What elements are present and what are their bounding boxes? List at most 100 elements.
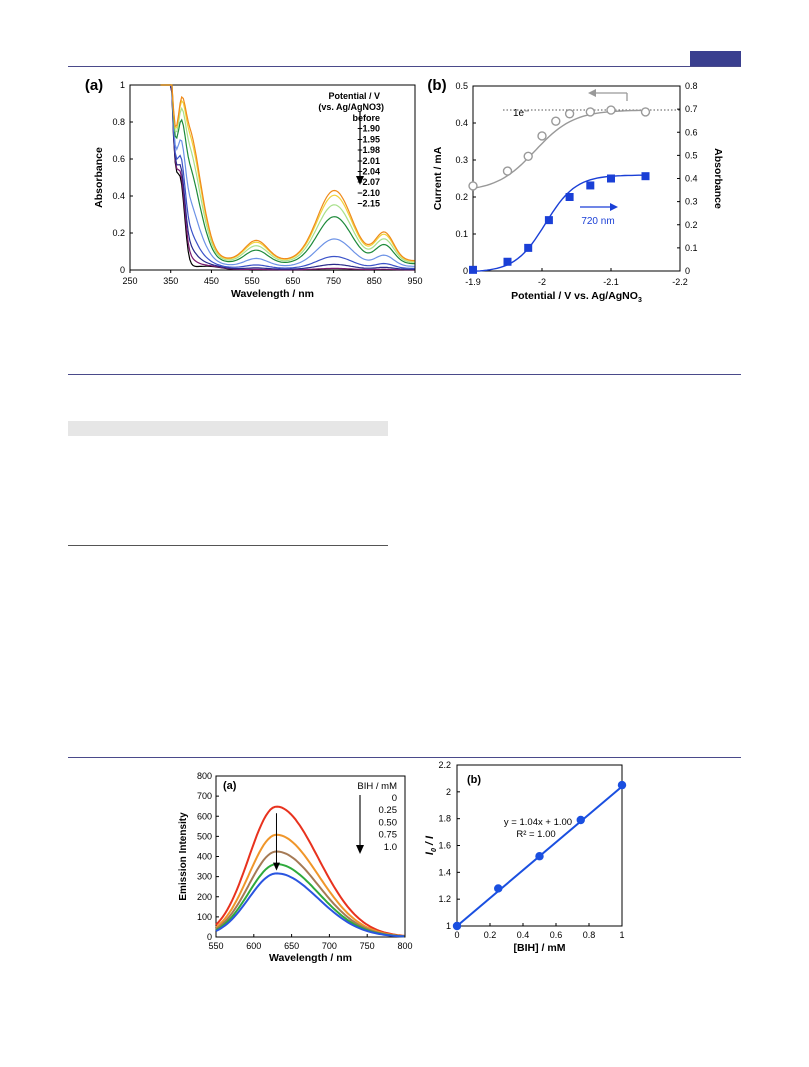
current-point bbox=[606, 105, 616, 115]
x-tick-label: -1.9 bbox=[465, 277, 481, 287]
absorbance-point bbox=[503, 257, 512, 266]
data-point bbox=[617, 780, 627, 790]
wavelength-label: 720 nm bbox=[581, 216, 614, 227]
x-tick-label: -2.1 bbox=[603, 277, 619, 287]
absorbance-spectra-chart: 250 350 450 550 650 750 850 950 0 0.2 0.4 0.6 0.8 1 Wa… bbox=[85, 77, 423, 300]
emission-line bbox=[215, 805, 405, 937]
absorbance-point bbox=[607, 174, 615, 183]
stern-volmer-chart: 0 0.2 0.4 0.6 0.8 1 1 1.2 1.4 1.6 1.8 2 2.2 [BIH] / m… bbox=[424, 760, 627, 954]
legend-entry: 0.75 bbox=[379, 830, 398, 841]
current-point bbox=[564, 109, 575, 119]
legend-entry: −1.98 bbox=[357, 145, 380, 155]
quench-arrow-head bbox=[272, 862, 280, 871]
y-tick-label: 600 bbox=[197, 811, 212, 821]
y-tick-label: 0.2 bbox=[112, 228, 125, 238]
y-left-tick-label: 0.3 bbox=[455, 155, 468, 165]
top-rule bbox=[68, 66, 741, 67]
y-tick-label: 400 bbox=[197, 852, 212, 862]
absorbance-point bbox=[544, 216, 553, 225]
x-axis-label: Potential / V vs. Ag/AgNO3 bbox=[511, 290, 642, 304]
y-axis-label: I0 / I bbox=[424, 835, 438, 855]
legend-entry: 0.50 bbox=[379, 817, 398, 828]
x-tick-label: 600 bbox=[246, 941, 261, 951]
emission-spectra-chart: 550 600 650 700 750 800 0 100 200 300 400 500 600 700… bbox=[178, 771, 413, 964]
y-axis-label-rest: / I bbox=[424, 835, 436, 848]
y-tick-label: 0 bbox=[120, 265, 125, 275]
y-right-tick-label: 0.2 bbox=[685, 220, 698, 230]
x-tick-label: 550 bbox=[245, 276, 260, 286]
x-tick-label: 450 bbox=[204, 276, 219, 286]
y-tick-label: 0 bbox=[207, 932, 212, 942]
y-tick-label: 0.4 bbox=[112, 191, 125, 201]
legend-title: Potential / V bbox=[328, 91, 380, 101]
legend-entry: 0.25 bbox=[379, 805, 398, 816]
current-point bbox=[585, 107, 596, 117]
spectrum-line bbox=[160, 84, 415, 262]
x-tick-label: 750 bbox=[326, 276, 341, 286]
caption-bar bbox=[68, 421, 388, 436]
y-left-tick-label: 0.1 bbox=[455, 229, 468, 239]
fit-equation: y = 1.04x + 1.00 bbox=[504, 817, 572, 828]
current-point bbox=[523, 151, 533, 162]
legend-title: BIH / mM bbox=[357, 781, 397, 792]
x-axis-label: Wavelength / nm bbox=[231, 288, 314, 300]
absorbance-fit-line bbox=[472, 174, 646, 272]
current-fit-line bbox=[472, 109, 646, 189]
y-left-tick-label: 0 bbox=[463, 266, 468, 276]
y-right-tick-label: 0.6 bbox=[685, 127, 698, 137]
y-tick-label: 2.2 bbox=[438, 760, 451, 770]
absorbance-point bbox=[641, 172, 650, 181]
y-tick-label: 1.2 bbox=[438, 894, 451, 904]
middle-rule bbox=[68, 374, 741, 375]
spectrum-line bbox=[160, 84, 415, 262]
y-right-tick-label: 0.5 bbox=[685, 150, 698, 160]
y-left-axis-label: Current / mA bbox=[432, 146, 444, 210]
y-right-axis-label: Absorbance bbox=[712, 148, 724, 209]
absorbance-arrow-head bbox=[610, 203, 618, 211]
y-right-tick-label: 0.3 bbox=[685, 197, 698, 207]
panel-label-a2: (a) bbox=[223, 780, 237, 792]
y-axis-label: Absorbance bbox=[93, 147, 105, 208]
spectrum-line bbox=[160, 84, 415, 269]
x-tick-label: -2.2 bbox=[672, 277, 688, 287]
current-point bbox=[640, 107, 651, 117]
y-tick-label: 100 bbox=[197, 912, 212, 922]
current-point bbox=[468, 181, 478, 191]
y-tick-label: 200 bbox=[197, 892, 212, 902]
panel-label-a: (a) bbox=[85, 77, 103, 94]
legend-entry: −2.04 bbox=[357, 167, 380, 177]
legend-arrow-head bbox=[356, 176, 364, 185]
y-tick-label: 700 bbox=[197, 791, 212, 801]
y-right-tick-label: 0 bbox=[685, 266, 690, 276]
plot-frame bbox=[456, 764, 623, 927]
data-point bbox=[535, 852, 544, 861]
y-tick-label: 1 bbox=[120, 80, 125, 90]
y-axis-label-subscript: 0 bbox=[431, 848, 438, 852]
legend-entry: −2.10 bbox=[357, 188, 380, 198]
x-tick-label: 0.2 bbox=[484, 930, 497, 940]
x-axis-label: [BIH] / mM bbox=[514, 942, 566, 954]
x-tick-label: 650 bbox=[284, 941, 299, 951]
legend-entry: −1.95 bbox=[357, 134, 380, 144]
emission-line bbox=[215, 872, 405, 938]
current-point bbox=[537, 131, 547, 141]
legend-subtitle: (vs. Ag/AgNO3) bbox=[318, 102, 384, 112]
y-tick-label: 1.8 bbox=[438, 814, 451, 824]
y-tick-label: 1.4 bbox=[438, 867, 451, 877]
y-tick-label: 500 bbox=[197, 831, 212, 841]
legend-entry: −2.15 bbox=[357, 199, 380, 209]
absorbance-point bbox=[565, 193, 574, 201]
absorbance-point bbox=[586, 181, 595, 190]
data-point bbox=[576, 815, 585, 825]
spectrum-line bbox=[160, 84, 415, 263]
legend-entry: before bbox=[352, 113, 380, 123]
y-right-tick-label: 0.1 bbox=[685, 243, 698, 253]
x-tick-label: 0.6 bbox=[550, 930, 563, 940]
x-tick-label: 800 bbox=[397, 941, 412, 951]
x-tick-label: 350 bbox=[163, 276, 178, 286]
x-tick-label: 750 bbox=[360, 941, 375, 951]
table-rule bbox=[68, 545, 388, 546]
legend-arrow-head bbox=[356, 845, 364, 854]
bottom-rule bbox=[68, 757, 741, 758]
y-tick-label: 2 bbox=[446, 787, 451, 797]
